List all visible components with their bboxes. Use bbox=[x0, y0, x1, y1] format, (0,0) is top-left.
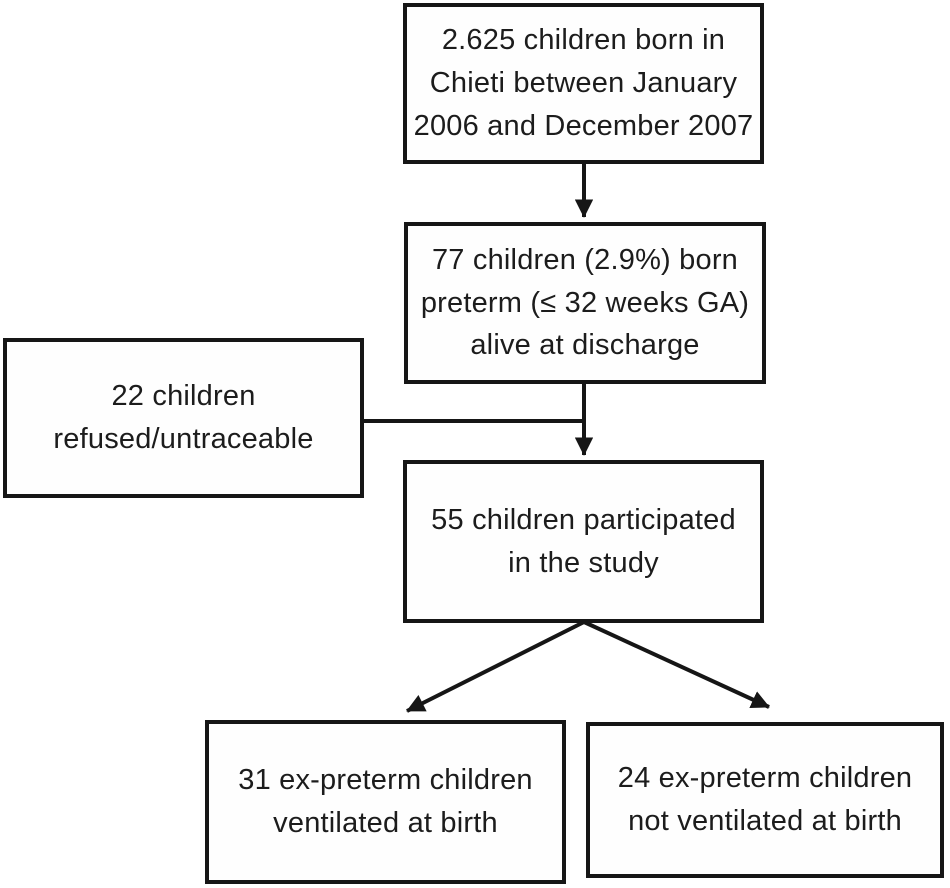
flow-node-born: 2.625 children born in Chieti between Ja… bbox=[403, 3, 764, 164]
flow-node-not-ventilated-label: 24 ex-preterm children not ventilated at… bbox=[617, 762, 913, 837]
flow-node-preterm-alive-label: 77 children (2.9%) born preterm (≤ 32 we… bbox=[420, 243, 750, 362]
flow-node-ventilated-label: 31 ex-preterm children ventilated at bir… bbox=[238, 764, 533, 839]
flow-node-born-label: 2.625 children born in Chieti between Ja… bbox=[413, 24, 754, 142]
flow-node-participated-label: 55 children participated in the study bbox=[431, 503, 736, 579]
flow-node-participated: 55 children participated in the study bbox=[403, 460, 764, 623]
flow-node-preterm-alive: 77 children (2.9%) born preterm (≤ 32 we… bbox=[404, 222, 766, 384]
arrow-participated-to-ventilated bbox=[406, 620, 585, 713]
flow-node-refused-untraceable-label: 22 children refused/untraceable bbox=[53, 380, 314, 455]
arrow-participated-to-notventilated bbox=[583, 620, 770, 709]
flow-node-ventilated: 31 ex-preterm children ventilated at bir… bbox=[205, 720, 566, 884]
flow-node-not-ventilated: 24 ex-preterm children not ventilated at… bbox=[586, 722, 944, 878]
flow-node-refused-untraceable: 22 children refused/untraceable bbox=[3, 338, 364, 498]
